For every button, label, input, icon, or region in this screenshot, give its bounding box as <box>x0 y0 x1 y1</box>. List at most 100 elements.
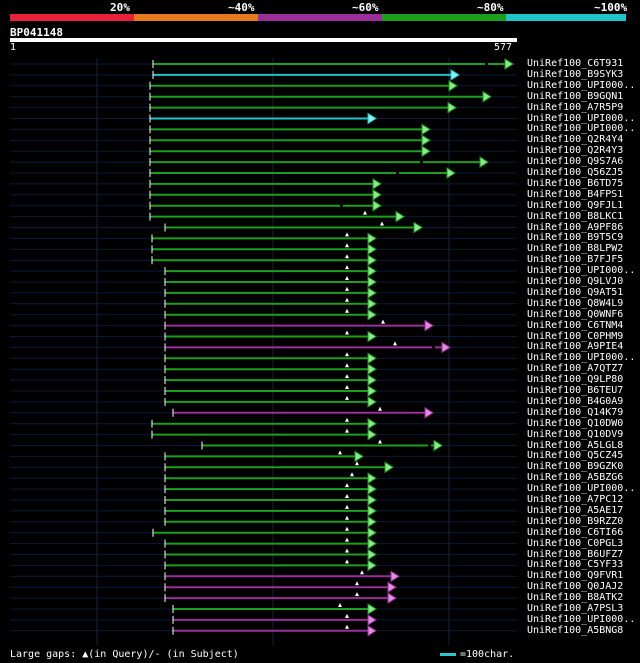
hit-end-arrow <box>367 559 377 572</box>
hit-end-arrow <box>421 134 431 147</box>
query-gap-triangle <box>355 461 359 466</box>
hit-label[interactable]: UniRef100_Q9LVJ0 <box>527 276 624 287</box>
hit-label[interactable]: UniRef100_A7PSL3 <box>527 603 624 614</box>
hit-label[interactable]: UniRef100_A5BZG6 <box>527 472 624 484</box>
hit-label[interactable]: UniRef100_B6TEU7 <box>527 385 624 396</box>
query-gap-triangle <box>345 330 349 335</box>
hit-end-arrow <box>479 156 489 169</box>
hit-label[interactable]: UniRef100_B4FPS1 <box>527 188 624 200</box>
gap-legend-text: Large gaps: ▲(in Query)/- (in Subject) <box>10 649 239 660</box>
hit-label[interactable]: UniRef100_Q9FVR1 <box>527 570 624 582</box>
hit-label[interactable]: UniRef100_UPI000.. <box>527 352 636 364</box>
hit-label[interactable]: UniRef100_Q9AT51 <box>527 286 624 298</box>
hit-label[interactable]: UniRef100_Q9FJL1 <box>527 199 624 211</box>
hit-label[interactable]: UniRef100_B9T5C9 <box>527 232 624 244</box>
query-gap-triangle <box>345 276 349 280</box>
hit-label[interactable]: UniRef100_UPI000.. <box>527 112 636 124</box>
query-gap-triangle <box>355 581 359 586</box>
query-gap-triangle <box>345 483 349 488</box>
hit-label[interactable]: UniRef100_B4G0A9 <box>527 395 624 407</box>
hit-end-arrow <box>413 221 423 234</box>
hit-label[interactable]: UniRef100_C6TI66 <box>527 526 624 538</box>
hit-label[interactable]: UniRef100_C0PHM9 <box>527 330 624 342</box>
hit-end-arrow <box>421 123 431 136</box>
hit-label[interactable]: UniRef100_B6TD75 <box>527 177 624 189</box>
hit-label[interactable]: UniRef100_A7PC12 <box>527 494 624 505</box>
hit-label[interactable]: UniRef100_Q9LP80 <box>527 374 624 386</box>
hit-label[interactable]: UniRef100_UPI000.. <box>527 265 636 277</box>
query-gap-triangle <box>345 308 349 313</box>
hit-end-arrow <box>424 319 434 332</box>
hit-end-arrow <box>367 330 377 343</box>
query-name: BP041148 <box>10 26 63 39</box>
hit-label[interactable]: UniRef100_C6TNM4 <box>527 319 624 331</box>
query-gap-triangle <box>345 395 349 400</box>
hit-label[interactable]: UniRef100_B9RZZ0 <box>527 515 624 527</box>
hit-label[interactable]: UniRef100_UPI000.. <box>527 613 636 625</box>
hit-label[interactable]: UniRef100_B8ATK2 <box>527 592 624 604</box>
hit-label[interactable]: UniRef100_Q14K79 <box>527 406 624 418</box>
hit-label[interactable]: UniRef100_Q9S7A6 <box>527 156 624 168</box>
query-gap-triangle <box>345 417 349 422</box>
hit-label[interactable]: UniRef100_Q2R4Y3 <box>527 145 624 157</box>
query-gap-triangle <box>345 537 349 542</box>
hit-label[interactable]: UniRef100_A7QTZ7 <box>527 363 624 375</box>
hit-label[interactable]: UniRef100_UPI000.. <box>527 483 636 495</box>
query-gap-triangle <box>345 265 349 270</box>
hit-label[interactable]: UniRef100_Q0WNF6 <box>527 308 624 320</box>
legend-label: 20% <box>110 1 130 14</box>
query-sequence-bar <box>10 38 517 42</box>
hit-label[interactable]: UniRef100_A5AE17 <box>527 504 624 516</box>
hit-end-arrow <box>367 548 377 561</box>
hit-end-arrow <box>367 374 377 387</box>
query-gap-triangle <box>355 592 359 597</box>
hit-label[interactable]: UniRef100_B7FJF5 <box>527 254 624 266</box>
hit-label[interactable]: UniRef100_Q0JAJ2 <box>527 581 624 593</box>
query-gap-triangle <box>345 243 349 248</box>
legend-segment <box>258 14 382 21</box>
query-end-position: 577 <box>494 42 513 53</box>
hit-label[interactable]: UniRef100_Q2R4Y4 <box>527 134 624 146</box>
hit-end-arrow <box>372 188 382 201</box>
hit-label[interactable]: UniRef100_UPI000.. <box>527 123 636 135</box>
hit-end-arrow <box>450 68 460 81</box>
hit-label[interactable]: UniRef100_B9GZK0 <box>527 461 624 473</box>
hit-label[interactable]: UniRef100_A7R5P9 <box>527 101 624 113</box>
query-start-position: 1 <box>10 42 17 53</box>
hit-label[interactable]: UniRef100_B9GQN1 <box>527 90 624 102</box>
hit-label[interactable]: UniRef100_Q8W4L9 <box>527 297 624 309</box>
hit-label[interactable]: UniRef100_B8LPW2 <box>527 243 624 255</box>
hit-label[interactable]: UniRef100_A5LGL8 <box>527 439 624 451</box>
hit-label[interactable]: UniRef100_UPI000.. <box>527 79 636 91</box>
hit-label[interactable]: UniRef100_Q5CZ45 <box>527 450 624 462</box>
hit-label[interactable]: UniRef100_A9PF86 <box>527 221 624 233</box>
hit-end-arrow <box>367 472 377 485</box>
hit-label[interactable]: UniRef100_C0PGL3 <box>527 537 624 549</box>
hit-label[interactable]: UniRef100_Q10DW0 <box>527 417 624 429</box>
hit-end-arrow <box>447 101 457 114</box>
query-gap-triangle <box>380 221 384 226</box>
hit-label[interactable]: UniRef100_A5BNG8 <box>527 624 624 636</box>
hit-label[interactable]: UniRef100_B8LKC1 <box>527 210 624 222</box>
query-gap-triangle <box>345 428 349 433</box>
hit-end-arrow <box>384 461 394 474</box>
hit-label[interactable]: UniRef100_B9SYK3 <box>527 68 624 80</box>
hit-label[interactable]: UniRef100_Q10DV9 <box>527 428 624 440</box>
hit-label[interactable]: UniRef100_B6UFZ7 <box>527 548 624 560</box>
hit-end-arrow <box>504 58 514 70</box>
hit-end-arrow <box>367 112 377 125</box>
hit-label[interactable]: UniRef100_C6T931 <box>527 58 624 69</box>
query-gap-triangle <box>378 406 382 411</box>
query-gap-triangle <box>345 352 349 357</box>
query-gap-triangle <box>345 548 349 553</box>
hit-label[interactable]: UniRef100_A9PIE4 <box>527 341 624 353</box>
query-gap-triangle <box>350 472 354 477</box>
query-gap-triangle <box>345 385 349 389</box>
hit-label[interactable]: UniRef100_C5YF33 <box>527 559 624 571</box>
hit-end-arrow <box>367 385 377 397</box>
legend-segment <box>382 14 506 21</box>
query-gap-triangle <box>345 374 349 379</box>
legend-label: ~40% <box>228 1 255 14</box>
hit-label[interactable]: UniRef100_Q56ZJ5 <box>527 167 624 178</box>
hit-end-arrow <box>367 363 377 376</box>
